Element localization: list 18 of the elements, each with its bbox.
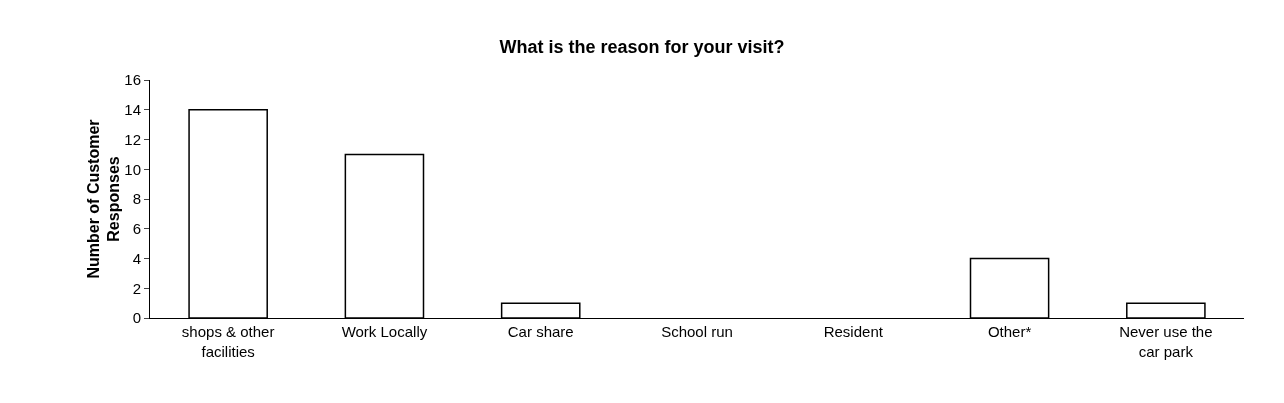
y-tick-label: 12	[124, 130, 141, 148]
x-tick-label: Other*	[987, 323, 1032, 340]
x-tick-label: Never use the car park	[1119, 323, 1213, 360]
y-tick-label: 4	[132, 249, 141, 267]
y-tick-label: 6	[132, 220, 141, 237]
x-tick-label: Resident	[823, 323, 884, 340]
y-tick-label: 16	[124, 71, 141, 89]
y-tick-label: 14	[124, 101, 141, 118]
x-tick-label: School run	[661, 323, 733, 340]
y-axis-title: Number of Customer Responses	[84, 119, 123, 279]
y-tick-label: 10	[124, 160, 141, 178]
x-tick-label: shops & other facilities	[181, 323, 275, 360]
y-tick-label: 8	[132, 190, 141, 208]
chart-title: What is the reason for your visit?	[499, 36, 785, 57]
x-tick-label: Work Locally	[341, 323, 428, 340]
y-tick-label: 0	[132, 309, 141, 327]
y-tick-label: 2	[132, 279, 141, 297]
x-tick-label: Car share	[507, 323, 574, 340]
